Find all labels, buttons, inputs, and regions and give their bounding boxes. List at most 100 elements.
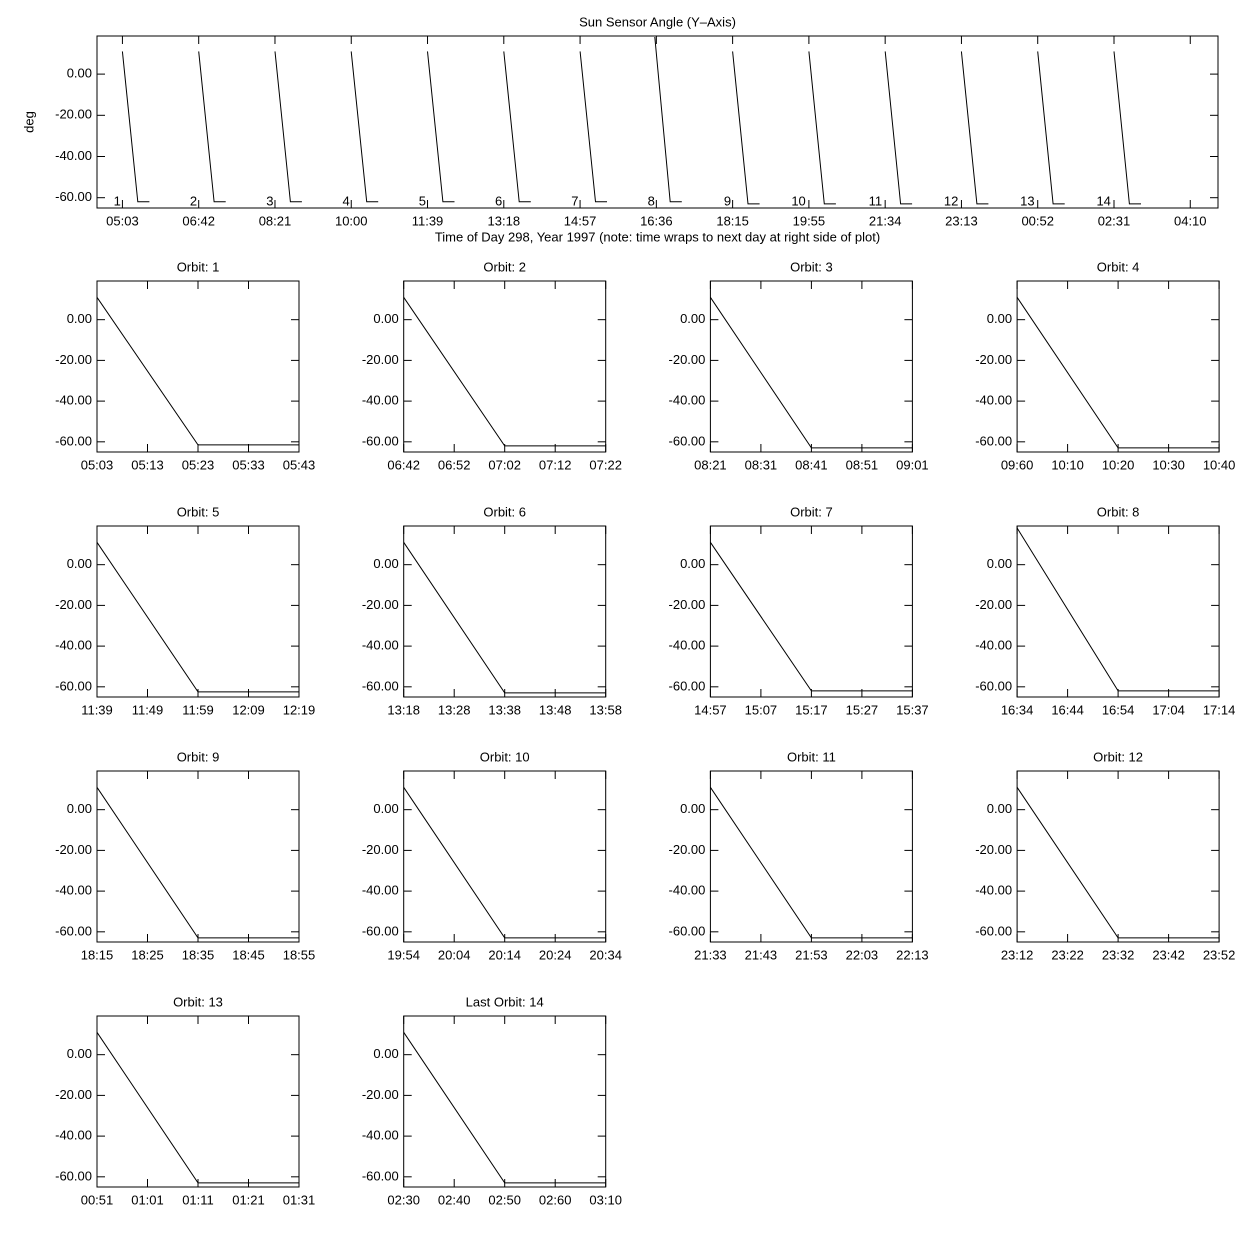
x-tick-label: 13:58	[589, 702, 622, 717]
x-tick-label: 23:13	[945, 213, 978, 228]
orbit-label: 9	[724, 193, 731, 208]
y-tick-label: -40.00	[55, 1128, 92, 1143]
y-tick-label: -40.00	[55, 148, 92, 163]
y-axis-label: deg	[21, 111, 36, 133]
orbit-label: 6	[495, 193, 502, 208]
y-tick-label: -20.00	[975, 352, 1012, 367]
x-tick-label: 07:02	[488, 457, 521, 472]
x-tick-label: 15:17	[795, 702, 828, 717]
chart-title: Orbit: 11	[787, 749, 836, 764]
y-tick-label: -40.00	[669, 393, 706, 408]
plot-frame	[96, 280, 300, 453]
x-tick-label: 21:43	[745, 947, 778, 962]
y-tick-label: 0.00	[373, 1046, 398, 1061]
x-tick-label: 03:10	[589, 1192, 622, 1207]
data-line	[709, 542, 913, 692]
x-tick-label: 18:55	[283, 947, 316, 962]
x-tick-label: 20:04	[438, 947, 471, 962]
x-tick-label: 16:34	[1001, 702, 1034, 717]
y-tick-label: 0.00	[680, 311, 705, 326]
x-axis-label: Time of Day 298, Year 1997 (note: time w…	[435, 229, 880, 244]
x-tick-label: 14:57	[694, 702, 727, 717]
y-tick-label: -60.00	[669, 923, 706, 938]
y-tick-label: -20.00	[55, 107, 92, 122]
y-tick-label: -60.00	[669, 678, 706, 693]
y-tick-label: 0.00	[67, 801, 92, 816]
plot-frame	[403, 525, 607, 698]
y-tick-label: -40.00	[975, 883, 1012, 898]
y-tick-label: -60.00	[362, 923, 399, 938]
x-tick-label: 18:15	[716, 213, 749, 228]
y-tick-label: 0.00	[987, 801, 1012, 816]
orbit-label: 2	[190, 193, 197, 208]
y-tick-label: -20.00	[362, 597, 399, 612]
x-tick-label: 14:57	[564, 213, 597, 228]
x-tick-label: 13:48	[539, 702, 572, 717]
y-tick-label: -60.00	[975, 923, 1012, 938]
chart-title: Orbit: 2	[483, 259, 526, 274]
y-tick-label: -20.00	[362, 1087, 399, 1102]
x-tick-label: 19:55	[793, 213, 826, 228]
y-tick-label: -40.00	[362, 883, 399, 898]
y-tick-label: -60.00	[55, 433, 92, 448]
y-tick-label: -60.00	[362, 678, 399, 693]
y-tick-label: -40.00	[669, 638, 706, 653]
y-tick-label: -20.00	[55, 842, 92, 857]
x-tick-label: 12:09	[232, 702, 265, 717]
x-tick-label: 11:59	[182, 702, 214, 717]
y-tick-label: 0.00	[987, 311, 1012, 326]
data-line	[1016, 527, 1220, 692]
data-line	[96, 1032, 299, 1184]
y-tick-label: -40.00	[55, 638, 92, 653]
chart-title: Orbit: 9	[177, 749, 220, 764]
x-tick-label: 18:25	[131, 947, 164, 962]
orbit-label: 8	[648, 193, 655, 208]
y-tick-label: 0.00	[373, 311, 398, 326]
y-tick-label: -20.00	[362, 842, 399, 857]
y-tick-label: -20.00	[975, 597, 1012, 612]
x-tick-label: 17:04	[1152, 702, 1185, 717]
x-tick-label: 10:40	[1203, 457, 1236, 472]
chart-title: Orbit: 4	[1097, 259, 1140, 274]
plot-frame	[709, 280, 913, 453]
orbit-label: 1	[114, 193, 121, 208]
orbit-label: 11	[869, 193, 883, 208]
y-tick-label: 0.00	[680, 801, 705, 816]
x-tick-label: 13:18	[387, 702, 420, 717]
x-tick-label: 18:35	[182, 947, 215, 962]
x-tick-label: 02:30	[387, 1192, 420, 1207]
x-tick-label: 05:43	[283, 457, 316, 472]
y-tick-label: -60.00	[55, 189, 92, 204]
x-tick-label: 01:01	[131, 1192, 164, 1207]
x-tick-label: 11:39	[81, 702, 113, 717]
x-tick-label: 06:42	[387, 457, 420, 472]
chart-title: Orbit: 8	[1097, 504, 1140, 519]
x-tick-label: 16:54	[1102, 702, 1135, 717]
data-line	[1016, 297, 1220, 449]
x-tick-label: 08:31	[745, 457, 778, 472]
data-line	[121, 36, 1141, 205]
y-tick-label: -40.00	[55, 393, 92, 408]
x-tick-label: 09:60	[1001, 457, 1034, 472]
y-tick-label: -60.00	[669, 433, 706, 448]
orbit-label: 3	[266, 193, 273, 208]
chart-title: Orbit: 12	[1093, 749, 1143, 764]
y-tick-label: -60.00	[975, 678, 1012, 693]
x-tick-label: 21:34	[869, 213, 902, 228]
chart-title: Orbit: 3	[790, 259, 833, 274]
y-tick-label: -20.00	[669, 597, 706, 612]
y-tick-label: -60.00	[55, 923, 92, 938]
y-tick-label: 0.00	[373, 801, 398, 816]
y-tick-label: -40.00	[669, 883, 706, 898]
y-tick-label: -60.00	[362, 1168, 399, 1183]
plot-frame	[96, 525, 300, 698]
data-line	[96, 297, 299, 446]
x-tick-label: 05:03	[106, 213, 139, 228]
x-tick-label: 02:40	[438, 1192, 471, 1207]
y-tick-label: -20.00	[55, 352, 92, 367]
y-tick-label: -20.00	[975, 842, 1012, 857]
plot-frame	[403, 280, 607, 453]
x-tick-label: 16:44	[1051, 702, 1084, 717]
orbit-label: 13	[1020, 193, 1034, 208]
